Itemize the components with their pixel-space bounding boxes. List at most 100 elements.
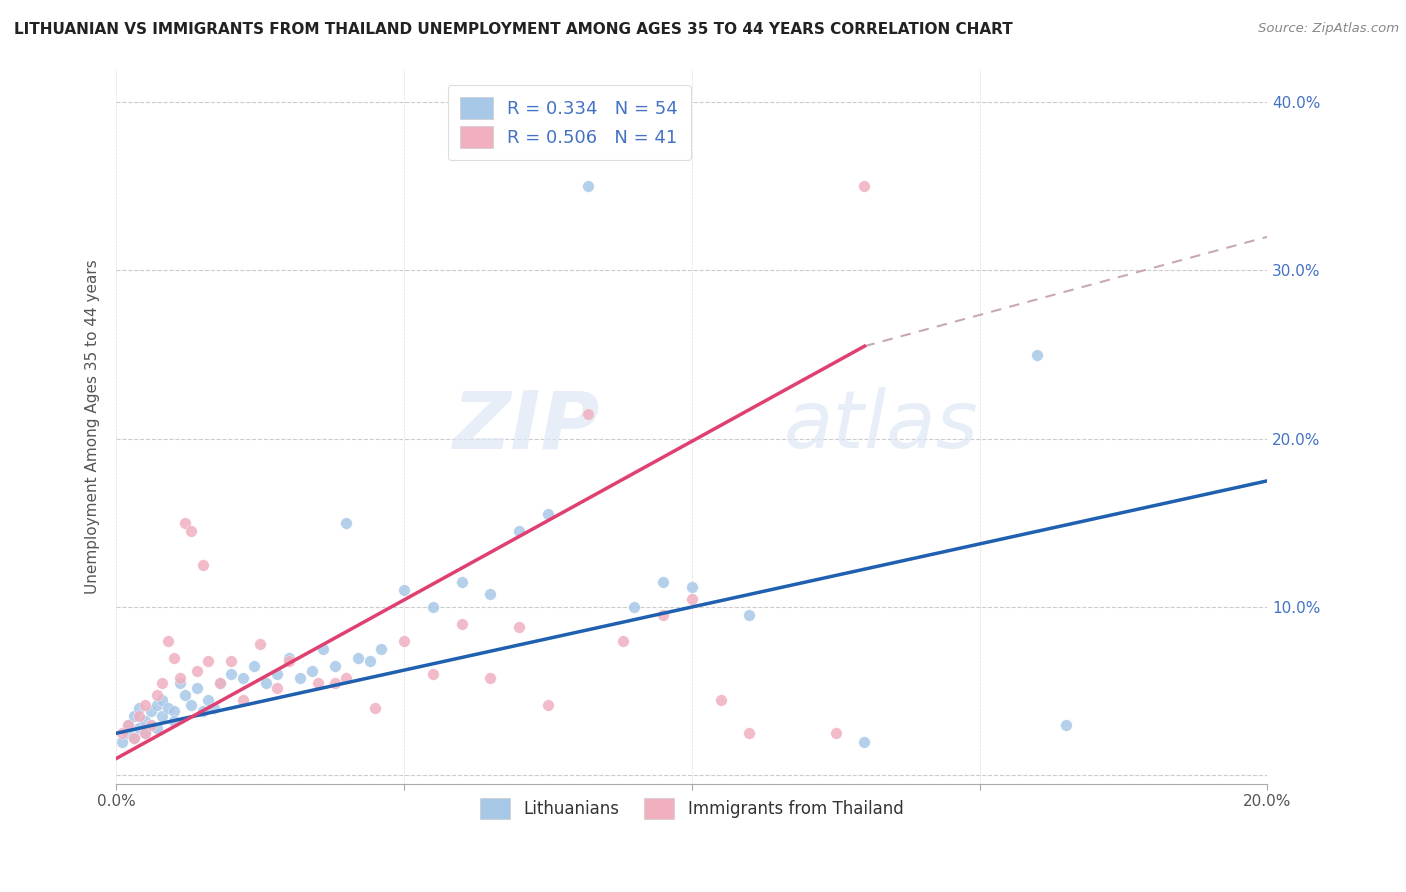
Point	[359, 654, 381, 668]
Point	[122, 709, 145, 723]
Y-axis label: Unemployment Among Ages 35 to 44 years: Unemployment Among Ages 35 to 44 years	[86, 259, 100, 593]
Point	[134, 698, 156, 712]
Point	[479, 671, 502, 685]
Point	[681, 580, 703, 594]
Point	[652, 574, 675, 589]
Point	[208, 675, 231, 690]
Point	[323, 675, 346, 690]
Point	[1026, 348, 1049, 362]
Point	[1054, 718, 1077, 732]
Point	[169, 675, 191, 690]
Point	[191, 705, 214, 719]
Point	[122, 731, 145, 746]
Point	[128, 701, 150, 715]
Point	[145, 721, 167, 735]
Point	[853, 734, 876, 748]
Point	[392, 633, 415, 648]
Point	[145, 698, 167, 712]
Text: LITHUANIAN VS IMMIGRANTS FROM THAILAND UNEMPLOYMENT AMONG AGES 35 TO 44 YEARS CO: LITHUANIAN VS IMMIGRANTS FROM THAILAND U…	[14, 22, 1012, 37]
Point	[824, 726, 846, 740]
Point	[186, 664, 208, 678]
Point	[254, 675, 277, 690]
Point	[392, 583, 415, 598]
Point	[169, 671, 191, 685]
Point	[163, 705, 186, 719]
Point	[710, 692, 733, 706]
Point	[111, 734, 134, 748]
Point	[134, 726, 156, 740]
Point	[450, 616, 472, 631]
Point	[111, 726, 134, 740]
Point	[145, 688, 167, 702]
Point	[139, 705, 162, 719]
Point	[266, 681, 288, 695]
Point	[191, 558, 214, 572]
Point	[186, 681, 208, 695]
Point	[163, 714, 186, 729]
Point	[266, 667, 288, 681]
Point	[243, 659, 266, 673]
Point	[738, 608, 761, 623]
Point	[134, 726, 156, 740]
Point	[364, 701, 387, 715]
Point	[323, 659, 346, 673]
Point	[537, 698, 560, 712]
Point	[232, 671, 254, 685]
Point	[122, 731, 145, 746]
Text: atlas: atlas	[785, 387, 979, 465]
Point	[117, 718, 139, 732]
Point	[738, 726, 761, 740]
Point	[180, 524, 202, 539]
Point	[134, 714, 156, 729]
Point	[479, 586, 502, 600]
Point	[312, 642, 335, 657]
Point	[202, 701, 225, 715]
Point	[652, 608, 675, 623]
Point	[370, 642, 392, 657]
Point	[128, 721, 150, 735]
Point	[576, 179, 599, 194]
Point	[347, 650, 370, 665]
Point	[163, 650, 186, 665]
Point	[301, 664, 323, 678]
Point	[174, 516, 197, 530]
Point	[612, 633, 634, 648]
Point	[117, 726, 139, 740]
Point	[157, 701, 180, 715]
Point	[117, 718, 139, 732]
Point	[249, 637, 271, 651]
Point	[150, 692, 173, 706]
Point	[139, 718, 162, 732]
Point	[853, 179, 876, 194]
Point	[422, 667, 444, 681]
Point	[174, 688, 197, 702]
Point	[290, 671, 312, 685]
Point	[150, 709, 173, 723]
Point	[450, 574, 472, 589]
Point	[180, 698, 202, 712]
Point	[681, 591, 703, 606]
Point	[277, 650, 299, 665]
Point	[221, 667, 243, 681]
Point	[307, 675, 329, 690]
Point	[232, 692, 254, 706]
Point	[197, 654, 219, 668]
Text: ZIP: ZIP	[453, 387, 600, 465]
Legend: Lithuanians, Immigrants from Thailand: Lithuanians, Immigrants from Thailand	[474, 792, 910, 825]
Point	[508, 524, 530, 539]
Point	[277, 654, 299, 668]
Point	[157, 633, 180, 648]
Point	[422, 600, 444, 615]
Point	[208, 675, 231, 690]
Point	[576, 407, 599, 421]
Point	[128, 709, 150, 723]
Point	[335, 671, 357, 685]
Point	[508, 620, 530, 634]
Point	[537, 508, 560, 522]
Point	[221, 654, 243, 668]
Text: Source: ZipAtlas.com: Source: ZipAtlas.com	[1258, 22, 1399, 36]
Point	[139, 718, 162, 732]
Point	[623, 600, 645, 615]
Point	[150, 675, 173, 690]
Point	[197, 692, 219, 706]
